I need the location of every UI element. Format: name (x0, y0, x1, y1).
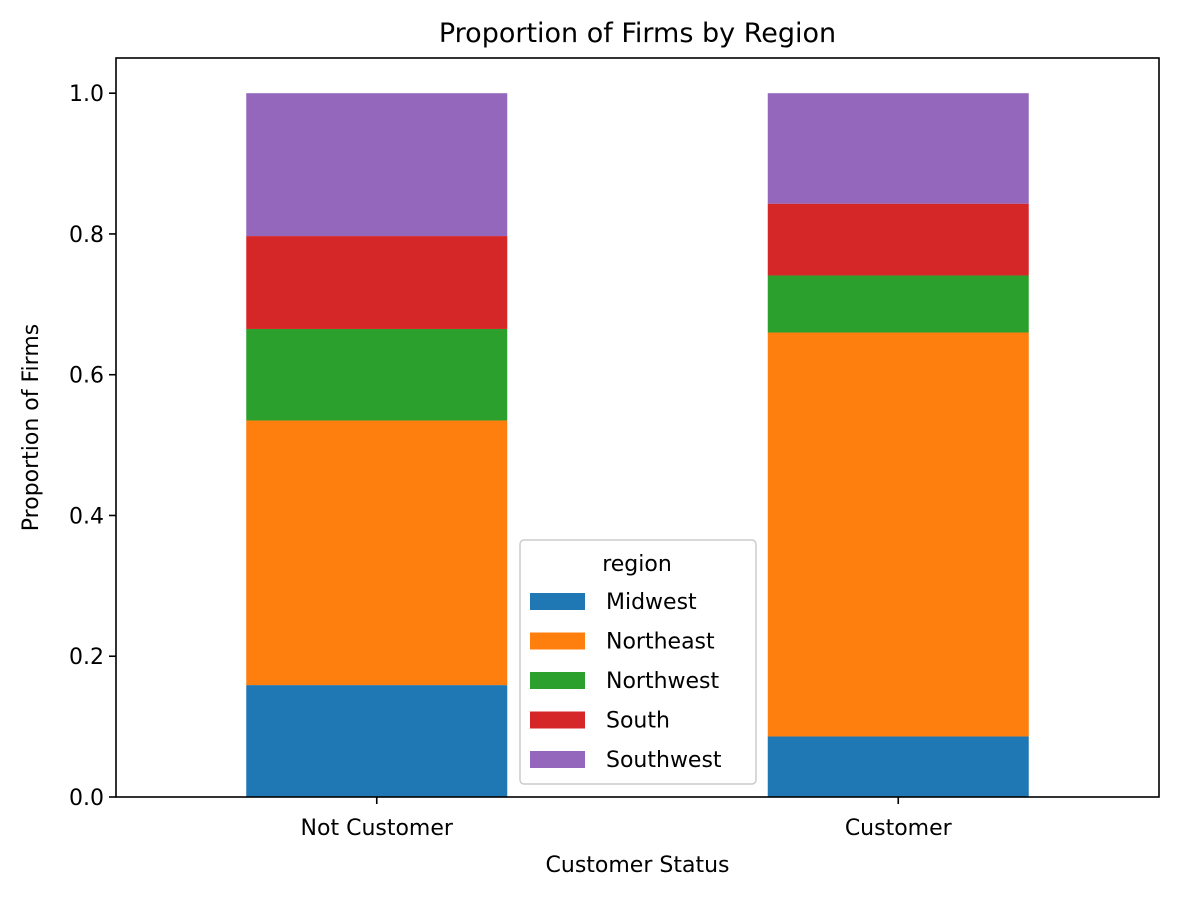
bar-northwest-customer (767, 275, 1029, 333)
legend: region Midwest Northeast Northwest South Sou… (519, 539, 757, 785)
y-tick-label: 0.2 (69, 645, 104, 670)
y-tick-label: 0.8 (69, 223, 104, 248)
legend-swatch-midwest (530, 593, 585, 610)
legend-label-south: South (606, 709, 670, 734)
bar-southwest-customer (767, 93, 1029, 204)
bar-southwest-not-customer (246, 93, 508, 237)
legend-label-northwest: Northwest (606, 669, 720, 694)
y-tick-label: 0.6 (69, 364, 104, 389)
axis-ticks: 0.0 0.2 0.4 0.6 0.8 1.0 Not Customer Customer (69, 82, 953, 841)
legend-label-midwest: Midwest (606, 590, 697, 615)
x-tick-label: Customer (845, 816, 953, 841)
legend-swatch-southwest (530, 751, 585, 768)
y-tick-label: 0.0 (69, 786, 104, 811)
chart-title: Proportion of Firms by Region (439, 18, 836, 49)
x-axis-label: Customer Status (546, 853, 730, 878)
plot-frame (115, 57, 1160, 798)
y-axis-label: Proportion of Firms (19, 324, 44, 531)
bar-group (246, 93, 1029, 797)
bar-northwest-not-customer (246, 328, 508, 421)
legend-swatch-northwest (530, 672, 585, 689)
y-tick-label: 1.0 (69, 82, 104, 107)
x-tick-label: Not Customer (301, 816, 454, 841)
legend-swatch-south (530, 711, 585, 729)
bar-northeast-not-customer (246, 420, 508, 686)
legend-label-northeast: Northeast (606, 630, 715, 655)
legend-title: region (602, 552, 672, 577)
bar-northeast-customer (767, 332, 1029, 737)
legend-swatch-northeast (530, 632, 585, 650)
y-tick-label: 0.4 (69, 504, 104, 529)
bar-south-customer (767, 203, 1029, 276)
legend-label-southwest: Southwest (606, 748, 722, 773)
bar-south-not-customer (246, 236, 508, 329)
bar-midwest-not-customer (246, 685, 508, 797)
bar-midwest-customer (767, 736, 1029, 797)
